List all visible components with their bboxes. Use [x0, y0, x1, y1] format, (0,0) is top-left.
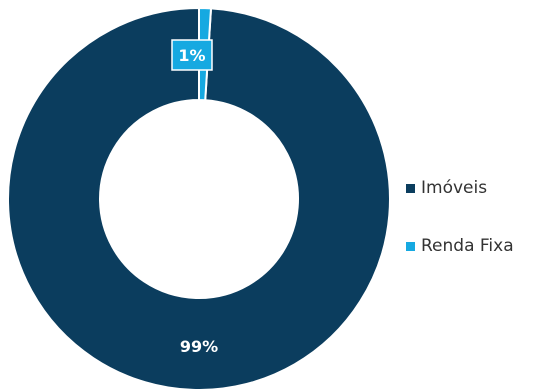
legend-item-renda-fixa: Renda Fixa [406, 234, 514, 258]
data-label-box-renda-fixa [171, 39, 213, 71]
legend: Imóveis Renda Fixa [406, 176, 514, 292]
legend-swatch-renda-fixa [406, 241, 415, 251]
data-label-renda-fixa: 1% [178, 46, 205, 65]
legend-swatch-imoveis [406, 183, 415, 193]
legend-item-imoveis: Imóveis [406, 176, 514, 200]
slice-imoveis [7, 6, 391, 389]
legend-label-renda-fixa: Renda Fixa [421, 236, 514, 256]
data-label-imoveis: 99% [180, 337, 218, 356]
legend-label-imoveis: Imóveis [421, 178, 488, 198]
donut-chart: 99% 1% [7, 6, 391, 389]
